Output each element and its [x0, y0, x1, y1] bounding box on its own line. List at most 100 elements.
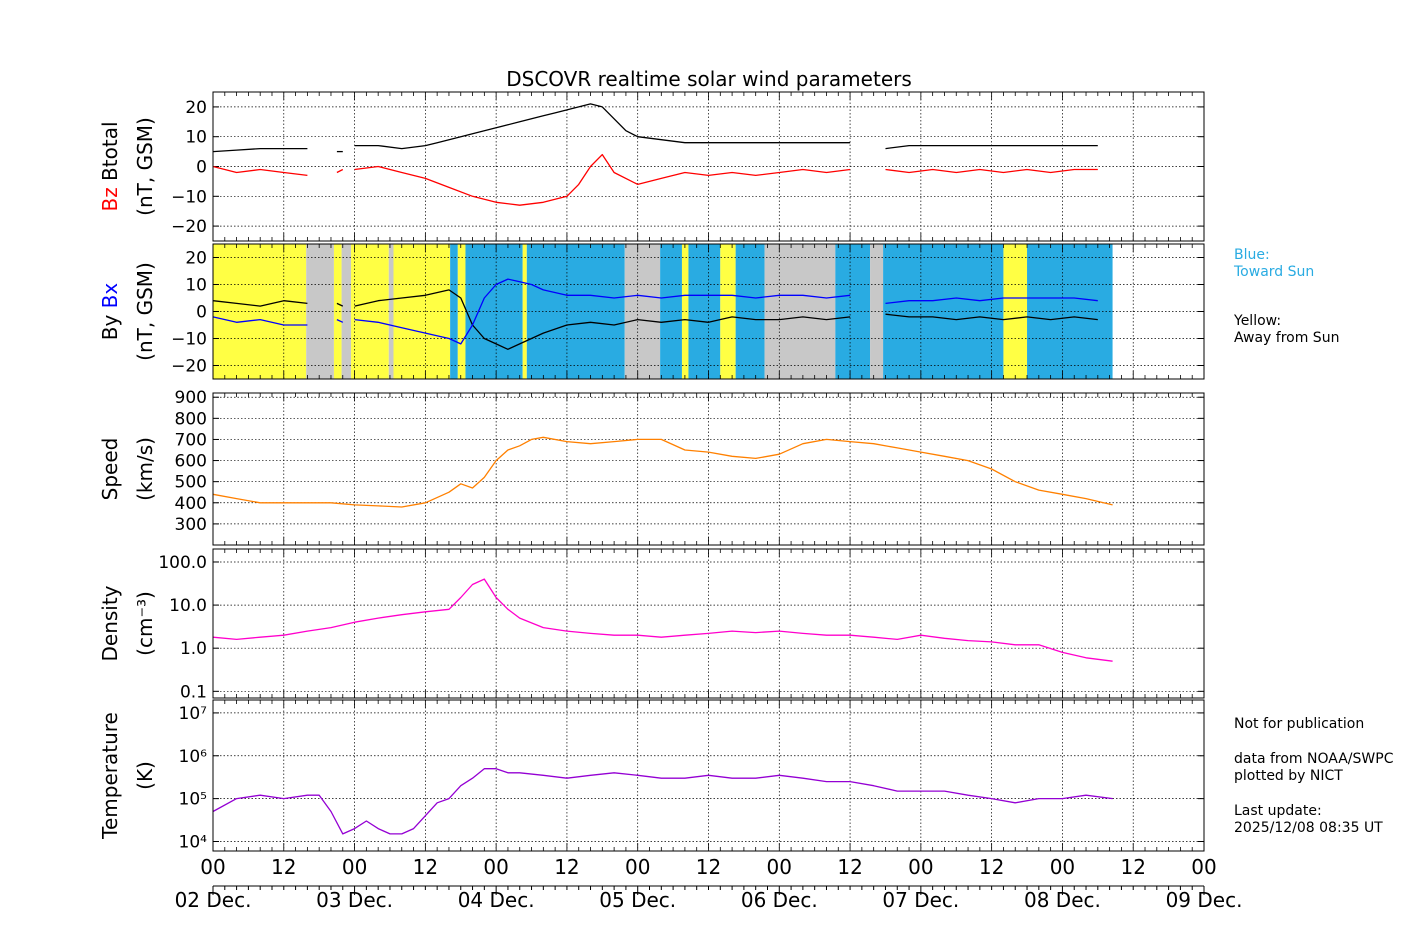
series-speed-line	[212, 436, 1113, 508]
panel-frame	[212, 91, 1205, 242]
x-hour-tick-label: 12	[413, 855, 438, 879]
y-tick-label: 700	[175, 430, 207, 450]
x-day-label: 04 Dec.	[458, 888, 535, 912]
legend-blue-title: Blue:	[1234, 247, 1270, 263]
y-tick-label: 600	[175, 452, 207, 472]
y-tick-label: 100.0	[158, 553, 207, 573]
x-day-label: 06 Dec.	[741, 888, 818, 912]
series-bx-line	[885, 297, 1098, 305]
y-axis-label-part: Temperature	[98, 712, 122, 840]
series-by-line	[336, 302, 344, 307]
sector-band-blue	[660, 244, 682, 379]
y-tick-label: 10⁵	[179, 790, 207, 810]
y-axis-label: Density	[98, 585, 122, 661]
y-tick-label: 300	[175, 515, 207, 535]
y-tick-label: 10⁷	[179, 704, 208, 724]
sector-band-blue	[1027, 244, 1113, 379]
legend-yellow-title: Yellow:	[1234, 313, 1282, 329]
panel-frame	[212, 243, 1205, 380]
y-axis-label-part: By	[98, 315, 122, 341]
x-hour-tick-label: 00	[908, 855, 933, 879]
y-tick-label: 20	[185, 249, 207, 269]
series-bz-line	[336, 168, 344, 174]
y-axis-units: (K)	[133, 761, 157, 790]
series-bx-line	[336, 319, 344, 323]
y-axis-label-part: Speed	[98, 438, 122, 501]
series-bx-line	[354, 278, 851, 345]
series-by-line	[354, 289, 851, 350]
last-update-value: 2025/12/08 08:35 UT	[1234, 820, 1383, 836]
x-day-label: 02 Dec.	[175, 888, 252, 912]
y-axis-units: (km/s)	[133, 437, 157, 501]
series-bx-line	[212, 316, 308, 326]
y-tick-label: −10	[171, 330, 207, 350]
legend-yellow-text: Away from Sun	[1234, 330, 1340, 346]
y-axis-label-part: Bz	[98, 187, 122, 211]
y-axis-label: Speed	[98, 438, 122, 501]
y-tick-label: 10	[185, 276, 207, 296]
x-hour-tick-label: 00	[1191, 855, 1216, 879]
y-tick-label: 10.0	[169, 596, 207, 616]
sector-band-gray	[764, 244, 836, 379]
x-hour-tick-label: 00	[342, 855, 367, 879]
y-tick-label: −20	[171, 357, 207, 377]
y-tick-label: 10	[185, 128, 207, 148]
x-day-label: 09 Dec.	[1166, 888, 1243, 912]
series-bz-line	[885, 168, 1098, 174]
x-hour-tick-label: 12	[696, 855, 721, 879]
sector-band-blue	[883, 244, 1004, 379]
y-tick-label: −10	[171, 187, 207, 207]
sector-band-gray	[870, 244, 884, 379]
panels-layer: 20 10 0 −10 −20 Bz Btotal (nT, GSM) 20 10 0 −10 −20…	[98, 91, 1205, 852]
series-temperature-line	[212, 768, 1113, 835]
y-axis-units: (nT, GSM)	[133, 262, 157, 361]
last-update-label: Last update:	[1234, 803, 1322, 819]
series-by-line	[212, 300, 308, 307]
y-axis-label: Bz Btotal	[98, 121, 122, 211]
y-tick-label: 400	[175, 494, 207, 514]
x-day-label: 03 Dec.	[316, 888, 393, 912]
x-day-label: 07 Dec.	[882, 888, 959, 912]
sector-band-blue	[450, 244, 458, 379]
series-btotal-line	[212, 147, 308, 153]
panel-bfield: 20 10 0 −10 −20 Bz Btotal (nT, GSM)	[98, 91, 1205, 242]
x-hour-tick-label: 12	[271, 855, 296, 879]
x-day-label: 05 Dec.	[599, 888, 676, 912]
y-tick-label: −20	[171, 217, 207, 237]
x-axis: 00 12 00 12 00 12 00 12 00 12 00 12 00 12 00 02 Dec. 03 …	[175, 855, 1243, 912]
y-tick-label: 10⁴	[179, 832, 208, 852]
y-tick-label: 900	[175, 388, 207, 408]
x-hour-tick-label: 00	[200, 855, 225, 879]
y-tick-label: 800	[175, 409, 207, 429]
panel-frame	[212, 548, 1205, 699]
y-tick-label: 10⁶	[179, 747, 208, 767]
legend-blue-text: Toward Sun	[1234, 264, 1315, 280]
data-source: data from NOAA/SWPC	[1234, 751, 1394, 767]
series-density-line	[212, 578, 1113, 662]
sector-band-yellow	[681, 244, 689, 379]
sector-band-blue	[526, 244, 625, 379]
y-tick-label: 500	[175, 473, 207, 493]
sector-band-yellow	[333, 244, 342, 379]
panel-frame	[212, 392, 1205, 546]
y-tick-label: 20	[185, 98, 207, 118]
series-bz-line	[354, 153, 851, 206]
y-tick-label: 1.0	[180, 639, 207, 659]
series-btotal-line	[354, 103, 851, 150]
panel-density: 100.0 10.0 1.0 0.1 Density (cm⁻³)	[98, 548, 1205, 702]
series-by-line	[885, 313, 1098, 321]
y-axis-label: By Bx	[98, 283, 122, 341]
panel-temperature: 10⁷ 10⁶ 10⁵ 10⁴ Temperature (K)	[98, 699, 1205, 852]
y-tick-label: 0	[196, 158, 207, 178]
panel-bxby: 20 10 0 −10 −20 By Bx (nT, GSM)	[98, 243, 1205, 380]
series-btotal-line	[885, 144, 1098, 150]
series-bz-line	[212, 165, 308, 177]
plotted-by: plotted by NICT	[1234, 768, 1343, 784]
x-hour-tick-label: 00	[483, 855, 508, 879]
y-axis-label-part: Density	[98, 585, 122, 661]
y-axis-label-part: Btotal	[98, 121, 122, 187]
sector-band-gray	[388, 244, 394, 379]
panel-frame	[212, 699, 1205, 852]
